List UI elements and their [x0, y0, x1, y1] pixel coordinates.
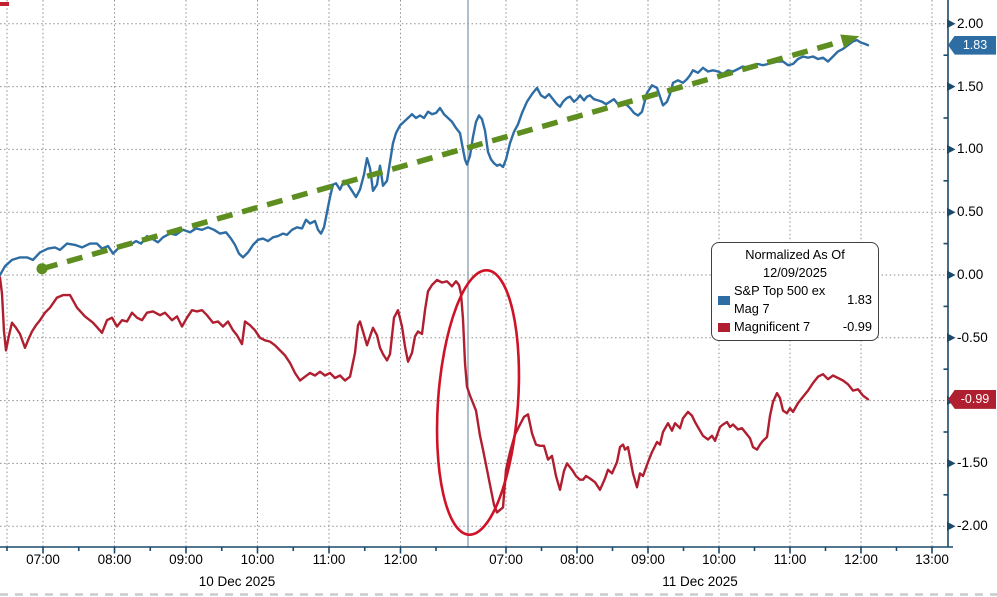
legend-series-value-mag7: -0.99 [842, 319, 872, 334]
series-line-sp500-ex-mag7 [0, 38, 870, 277]
x-axis-tick-label: 11:00 [312, 552, 346, 567]
y-axis-tick-label: 0.50 [957, 204, 984, 220]
series-line-magnificent-7 [0, 276, 870, 514]
legend-series-label-mag7: Magnificent 7 [734, 319, 811, 334]
stray-red-tick [0, 2, 9, 6]
last-value-badge: -0.99 [948, 389, 996, 409]
y-axis-arrow-tick [947, 333, 956, 343]
y-axis-arrow-tick [947, 458, 956, 468]
y-axis-tick-label: 0.00 [957, 267, 984, 282]
trend-arrow-annotation [41, 37, 847, 272]
mag7-color-swatch-icon [718, 322, 730, 332]
y-axis-arrow-tick [947, 144, 956, 154]
legend-row-sp500: S&P Top 500 ex Mag 7 1.83 [718, 282, 872, 318]
y-axis-tick-label: 2.00 [957, 15, 984, 31]
x-axis-tick-label: 08:00 [97, 552, 132, 567]
x-axis-tick-label: 08:00 [560, 552, 594, 567]
x-axis-tick-label: 09:00 [631, 552, 665, 567]
trend-arrow-start-dot [36, 263, 48, 275]
highlight-ellipse-annotation [435, 268, 521, 536]
y-axis-arrow-tick [947, 207, 956, 217]
x-axis-tick-label: 12:00 [844, 552, 878, 567]
y-axis-tick-label: -1.50 [957, 455, 988, 471]
x-axis-tick-label: 10:00 [240, 552, 275, 567]
legend-series-label-sp500: S&P Top 500 ex Mag 7 [734, 283, 826, 316]
legend-box: Normalized As Of 12/09/2025 S&P Top 500 … [711, 242, 879, 341]
x-axis-tick-label: 10:00 [702, 552, 736, 567]
y-axis-tick-label: 1.00 [957, 141, 984, 157]
y-axis-arrow-tick [947, 82, 956, 92]
date-label: 10 Dec 2025 [198, 574, 276, 589]
x-axis-tick-label: 13:00 [915, 552, 949, 567]
y-axis-arrow-tick [947, 521, 956, 531]
x-axis-tick-label: 07:00 [489, 552, 523, 567]
y-axis-arrow-tick [947, 19, 956, 29]
x-axis-tick-label: 12:00 [383, 552, 418, 567]
trend-arrow-head [840, 34, 860, 48]
last-value-badge: 1.83 [948, 35, 996, 55]
x-axis-tick-label: 07:00 [26, 552, 60, 567]
x-axis-tick-label: 11:00 [773, 552, 807, 567]
y-axis-tick-label: -2.00 [957, 518, 988, 534]
sp500-color-swatch-icon [718, 295, 730, 305]
y-axis-arrow-tick [947, 270, 956, 280]
legend-series-value-sp500: 1.83 [847, 292, 872, 307]
date-label: 11 Dec 2025 [662, 574, 738, 589]
legend-title: Normalized As Of 12/09/2025 [745, 247, 845, 280]
x-axis-tick-label: 09:00 [169, 552, 203, 567]
y-axis-tick-label: 1.50 [957, 78, 984, 94]
legend-row-mag7: Magnificent 7 -0.99 [718, 318, 872, 336]
y-axis-tick-label: -0.50 [957, 329, 988, 345]
